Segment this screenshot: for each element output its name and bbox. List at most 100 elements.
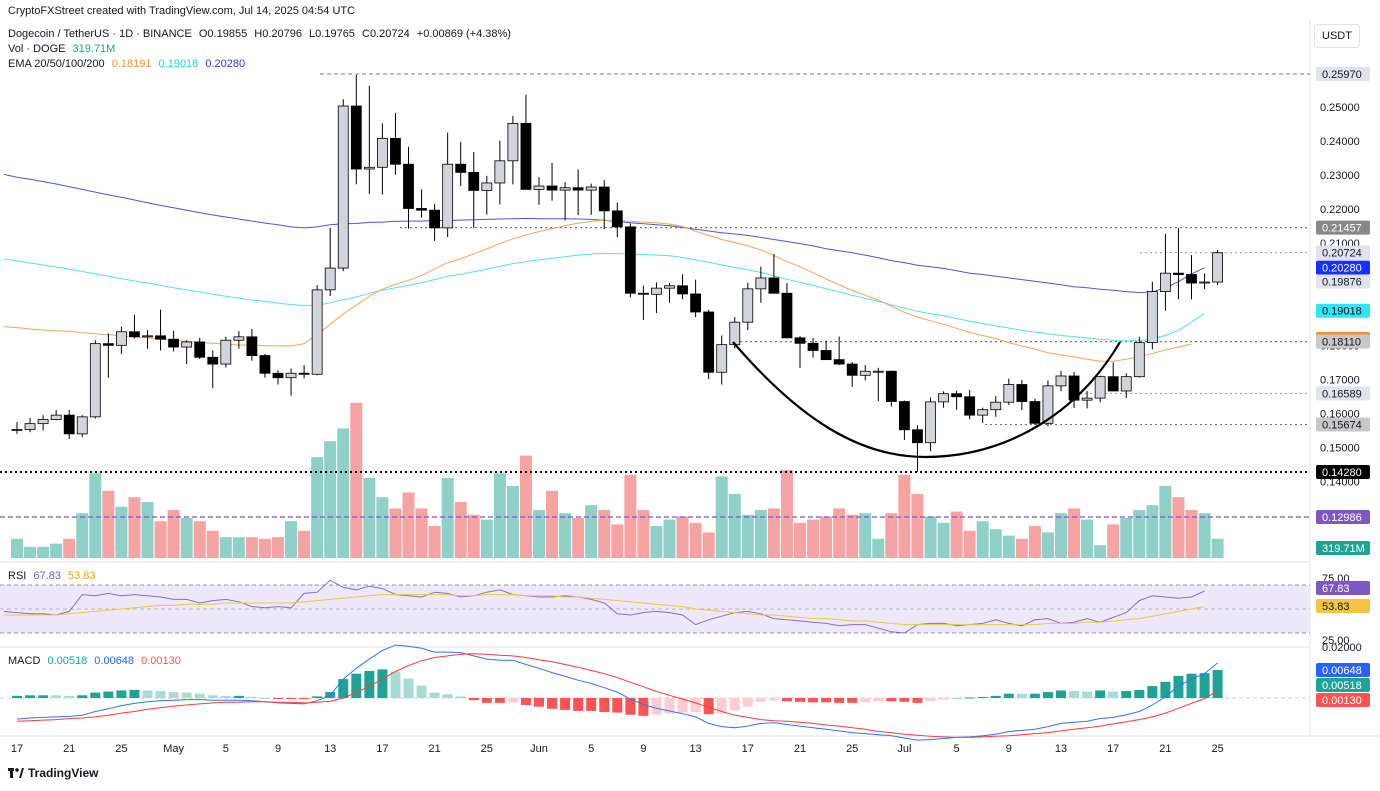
candle-body: [494, 160, 506, 184]
volume-bar: [402, 492, 415, 558]
macd-histogram-bar: [481, 698, 492, 703]
candle-body: [781, 292, 793, 339]
high-value: H0.20796: [254, 28, 302, 40]
candle-body: [872, 370, 884, 373]
volume-bar: [767, 508, 780, 558]
time-axis-label: 13: [1055, 743, 1067, 755]
macd-histogram-bar: [494, 698, 505, 703]
rsi-value: 67.83: [33, 570, 61, 582]
candle-body: [990, 401, 1002, 411]
candle-body: [11, 429, 23, 431]
time-axis-label: 25: [1211, 743, 1223, 755]
candle-body: [1003, 384, 1015, 403]
candle-body: [703, 311, 715, 373]
volume-bar: [1185, 510, 1198, 558]
volume-bar: [989, 529, 1002, 558]
volume-bar: [1172, 497, 1185, 558]
price-axis-label: 0.20724: [1322, 248, 1362, 260]
candle-body: [1029, 401, 1041, 424]
volume-bar: [1055, 513, 1067, 558]
candle-body: [1199, 281, 1210, 284]
volume-bar: [689, 522, 702, 558]
candle-body: [50, 414, 62, 420]
price-axis-label: 0.25970: [1322, 69, 1362, 81]
tradingview-logo[interactable]: TradingView: [8, 766, 98, 780]
candle-body: [168, 338, 180, 348]
macd-histogram-bar: [1003, 693, 1014, 698]
volume-bar: [1159, 486, 1172, 558]
macd-axis-label-bg: [1316, 678, 1370, 692]
macd-histogram-bar: [364, 671, 375, 698]
macd-histogram-bar: [625, 698, 636, 715]
price-axis-label-bg: [1316, 260, 1370, 275]
volume-bar: [167, 510, 180, 558]
candle-body: [350, 105, 362, 170]
volume-bar: [89, 473, 102, 558]
candle-body: [651, 287, 662, 295]
rsi-axis-label-bg: [1316, 599, 1370, 613]
price-axis-label: 0.14280: [1322, 467, 1362, 479]
macd-histogram-bar: [207, 695, 218, 698]
candle-body: [429, 209, 441, 229]
open-value: O0.19855: [198, 28, 248, 40]
macd-histogram-bar: [781, 698, 792, 702]
macd-histogram-bar: [534, 698, 544, 707]
tradingview-logo-icon: [8, 768, 24, 778]
rsi-axis-25: 25.00: [1322, 635, 1350, 647]
macd-axis-label: 0.00130: [1322, 695, 1362, 707]
macd-histogram-bar: [755, 698, 766, 702]
candle-body: [533, 185, 545, 190]
volume-bar: [180, 518, 193, 558]
volume-bar: [272, 537, 284, 558]
price-axis-label: 0.19018: [1322, 306, 1362, 318]
volume-bar: [1041, 532, 1054, 558]
volume-bar: [1094, 545, 1107, 558]
candle-body: [403, 163, 414, 209]
candle-body: [311, 289, 323, 375]
candle-body: [129, 331, 140, 338]
macd-histogram-bar: [860, 698, 871, 703]
candle-body: [1173, 272, 1184, 275]
candle-body: [899, 401, 910, 431]
volume-bar: [1120, 518, 1133, 558]
candle-body: [546, 185, 558, 191]
macd-histogram-bar: [834, 698, 845, 703]
time-axis-label: 25: [846, 743, 858, 755]
candle-body: [272, 372, 284, 379]
macd-histogram-bar: [429, 692, 440, 698]
macd-histogram-bar: [351, 673, 362, 698]
volume-bar: [76, 513, 89, 558]
macd-histogram-bar: [416, 685, 427, 698]
macd-histogram-bar: [142, 690, 153, 698]
macd-histogram-bar: [925, 698, 936, 702]
macd-histogram-bar: [520, 698, 531, 706]
macd-histogram-bar: [677, 698, 688, 713]
volume-bar: [115, 506, 128, 558]
symbol-legend: Dogecoin / TetherUS · 1D · BINANCE O0.19…: [8, 28, 511, 40]
macd-signal-line: [16, 653, 1218, 738]
macd-histogram-bar: [403, 678, 414, 698]
volume-bar: [311, 457, 324, 558]
time-axis-label: 25: [481, 743, 493, 755]
price-axis-label-bg: [1316, 303, 1370, 318]
macd-histogram-bar: [246, 696, 257, 698]
currency-button[interactable]: USDT: [1314, 24, 1360, 48]
macd-histogram-bar: [990, 695, 1001, 698]
volume-bar: [206, 530, 219, 558]
candle-body: [572, 187, 584, 191]
macd-histogram-bar: [455, 696, 466, 698]
macd-histogram-bar: [286, 698, 297, 700]
time-axis-label: 17: [742, 743, 754, 755]
rounded-bottom-arc: [732, 341, 1121, 459]
macd-histogram-bar: [12, 695, 22, 698]
candle-body: [181, 341, 193, 348]
macd-histogram-bar: [612, 698, 623, 713]
macd-histogram-bar: [847, 698, 858, 703]
ema50-value: 0.18191: [111, 58, 152, 70]
price-axis-label-bg: [1316, 67, 1370, 81]
macd-histogram-bar: [742, 698, 753, 707]
macd-histogram-bar: [664, 698, 675, 714]
candle-body: [442, 163, 454, 229]
